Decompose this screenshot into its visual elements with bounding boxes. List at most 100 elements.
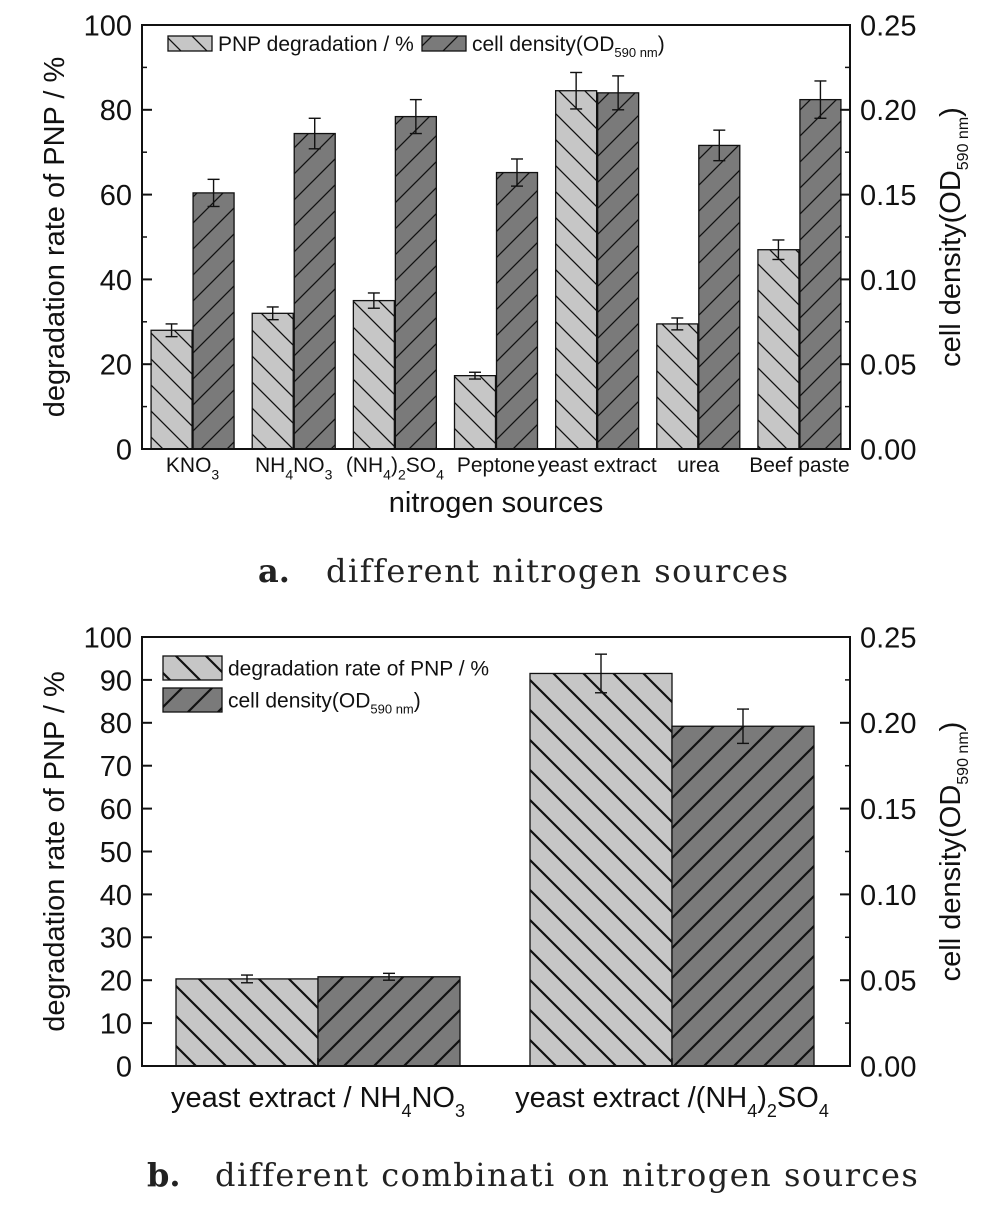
y-axis-label: degradation rate of PNP / % xyxy=(39,57,71,418)
y2-tick-label: 0.10 xyxy=(860,880,916,912)
bar xyxy=(175,978,319,1067)
y2-axis-label: cell density(OD590 nm) xyxy=(935,722,972,982)
bar xyxy=(596,92,640,450)
error-bar xyxy=(383,972,395,981)
caption-a-letter: a. xyxy=(258,552,290,590)
text-part: 2 xyxy=(767,1101,777,1121)
error-bar xyxy=(713,129,726,162)
y-tick-label: 20 xyxy=(100,350,132,382)
bar xyxy=(150,329,193,450)
text-part: 3 xyxy=(455,1101,465,1121)
error-bar xyxy=(241,974,253,984)
legend-label-main: PNP degradation / % xyxy=(218,33,414,56)
x-tick-label: Peptone xyxy=(457,454,535,477)
chart-b: 0 10 20 30 40 50 60 70 80 90 100 0.00 0.05 0.10 0.15 0.… xyxy=(39,622,972,1120)
error-bar xyxy=(367,292,380,309)
text-part: yeast extract /(NH xyxy=(515,1082,747,1114)
x-tick-label: yeast extract /(NH4)2SO4 xyxy=(515,1082,829,1121)
y2-label-end: ) xyxy=(935,107,967,117)
text-part: urea xyxy=(677,454,719,477)
legend-swatch xyxy=(167,35,213,52)
y-tick-label: 60 xyxy=(100,180,132,212)
error-bar xyxy=(595,653,607,694)
chart-a: 0204060801000.000.050.100.150.200.25KNO3… xyxy=(39,10,972,519)
y2-tick-label: 0.20 xyxy=(860,708,916,740)
text-part: KNO xyxy=(166,454,212,477)
y-tick-label: 100 xyxy=(84,10,132,42)
bar xyxy=(671,725,815,1067)
bar xyxy=(251,312,294,450)
y2-axis-label: cell density(OD590 nm) xyxy=(935,107,972,367)
y2-tick-label: 0.10 xyxy=(860,265,916,297)
y2-tick-label: 0.15 xyxy=(860,794,916,826)
x-tick-label: NH4NO3 xyxy=(255,454,333,483)
bar xyxy=(656,323,699,450)
error-bar xyxy=(165,323,178,338)
error-bar xyxy=(266,306,279,321)
bar xyxy=(554,90,598,450)
bar xyxy=(317,976,461,1067)
text-part: (NH xyxy=(346,454,383,477)
text-part: ) xyxy=(391,454,398,477)
legend-swatch xyxy=(162,655,223,681)
error-bar xyxy=(612,75,625,111)
error-bar xyxy=(570,71,583,110)
text-part: SO xyxy=(406,454,436,477)
legend-label-main: degradation rate of PNP / % xyxy=(228,658,489,681)
error-bar xyxy=(737,708,749,745)
legend-label: cell density(OD590 nm) xyxy=(472,33,665,60)
x-axis-label: nitrogen sources xyxy=(389,487,603,519)
text-part: yeast extract xyxy=(538,454,657,477)
bar xyxy=(698,144,741,450)
text-part: Beef paste xyxy=(749,454,849,477)
y-tick-label: 0 xyxy=(116,434,132,466)
text-part: SO xyxy=(777,1082,819,1114)
error-bar xyxy=(772,239,785,261)
y-tick-label: 30 xyxy=(100,923,132,955)
y-tick-label: 0 xyxy=(116,1051,132,1083)
legend-label-end: ) xyxy=(414,690,421,713)
error-bar xyxy=(511,158,523,187)
y2-tick-label: 0.15 xyxy=(860,180,916,212)
y2-tick-label: 0.00 xyxy=(860,434,916,466)
bar xyxy=(192,192,235,450)
y-tick-label: 80 xyxy=(100,708,132,740)
x-tick-label: yeast extract xyxy=(538,454,657,477)
text-part: Peptone xyxy=(457,454,535,477)
text-part: NO xyxy=(411,1082,455,1114)
y2-tick-label: 0.25 xyxy=(860,10,916,42)
legend-item: cell density(OD590 nm) xyxy=(162,687,421,717)
x-tick-label: urea xyxy=(677,454,719,477)
y2-tick-label: 0.25 xyxy=(860,622,916,654)
caption-a-text: different nitrogen sources xyxy=(326,552,790,590)
legend-label-main: cell density(OD xyxy=(228,690,370,713)
y2-tick-label: 0.20 xyxy=(860,95,916,127)
bar xyxy=(394,115,438,450)
x-tick-label: Beef paste xyxy=(749,454,849,477)
y2-label-sub: 590 nm xyxy=(955,731,972,784)
text-part: 4 xyxy=(285,467,293,483)
text-part: NO xyxy=(293,454,325,477)
legend-item: PNP degradation / % xyxy=(167,33,414,56)
y2-tick-label: 0.00 xyxy=(860,1051,916,1083)
legend-label-sub: 590 nm xyxy=(370,702,413,717)
text-part: 4 xyxy=(436,467,444,483)
y-tick-label: 10 xyxy=(100,1009,132,1041)
y2-label-main: cell density(OD xyxy=(935,170,967,367)
y2-tick-label: 0.05 xyxy=(860,350,916,382)
legend-item: cell density(OD590 nm) xyxy=(421,33,665,60)
text-part: NH xyxy=(255,454,285,477)
y-tick-label: 60 xyxy=(100,794,132,826)
error-bar xyxy=(469,371,481,380)
bar xyxy=(529,672,673,1067)
bar xyxy=(352,299,396,450)
caption-b-text: different combinati on nitrogen sources xyxy=(215,1156,919,1194)
y-tick-label: 40 xyxy=(100,265,132,297)
text-part: 3 xyxy=(325,467,333,483)
text-part: 2 xyxy=(398,467,406,483)
legend-label: cell density(OD590 nm) xyxy=(228,690,421,717)
y-tick-label: 50 xyxy=(100,837,132,869)
error-bar xyxy=(671,317,684,331)
text-part: yeast extract / NH xyxy=(171,1082,401,1114)
